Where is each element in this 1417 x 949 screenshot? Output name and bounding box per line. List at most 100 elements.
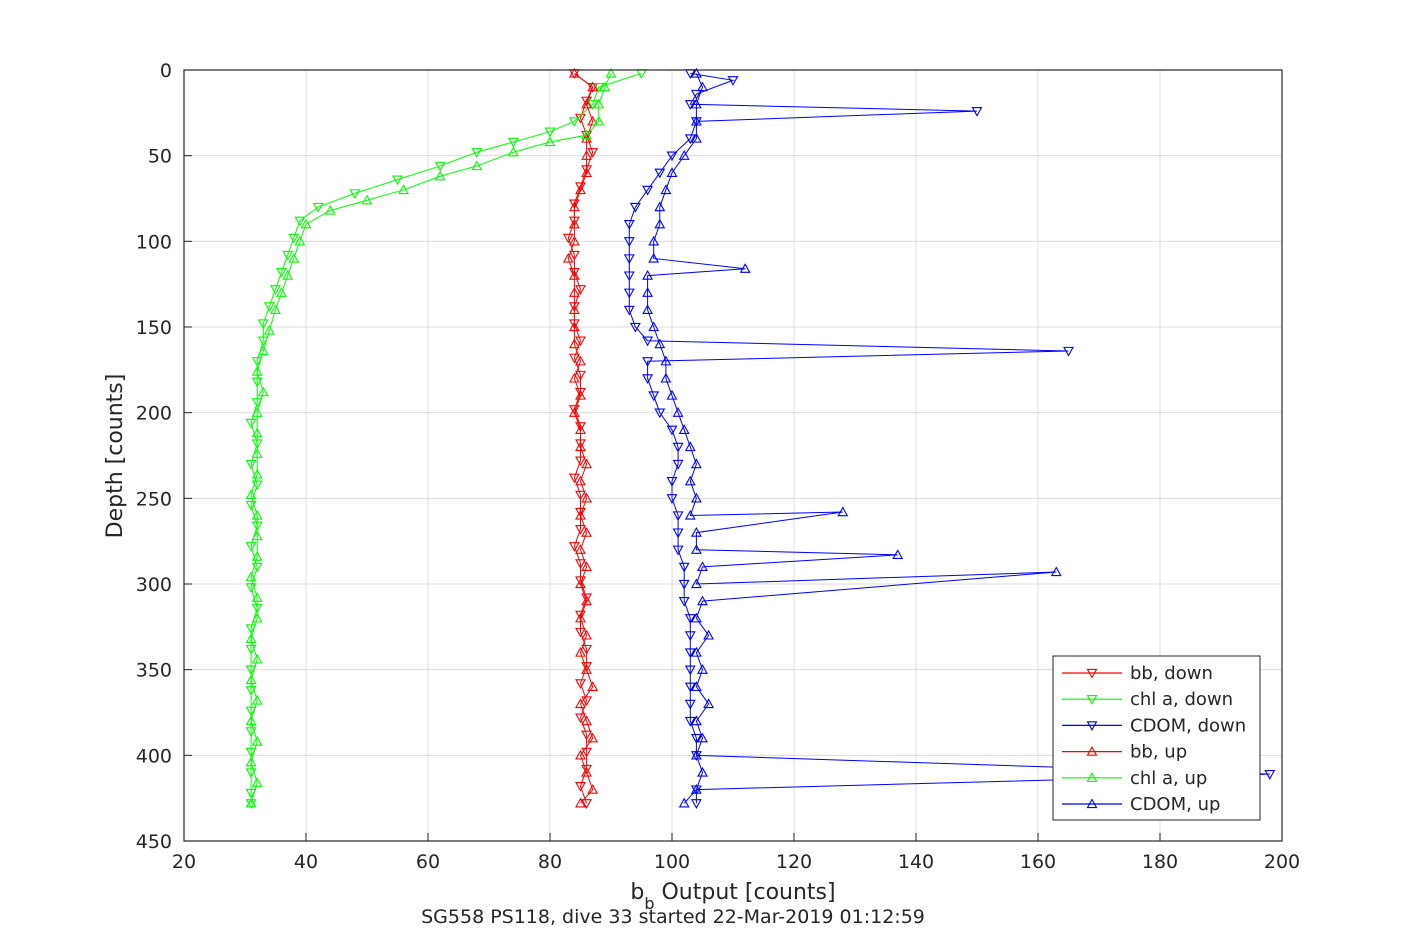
data-point-bb-down [581, 662, 593, 672]
data-point-cdom-down [1063, 346, 1074, 357]
x-axis-title-main: b [630, 880, 644, 905]
data-point-bb-up [581, 664, 593, 674]
data-point-bb-down [575, 507, 586, 518]
data-point-bb-up [575, 544, 586, 554]
data-point-cdom-down [623, 254, 635, 265]
data-point-cdom-up [697, 664, 708, 674]
data-point-cdom-down [666, 494, 678, 504]
data-point-bb-up [581, 492, 593, 503]
plot-frame [183, 69, 1283, 842]
data-point-chl-a-down [251, 480, 263, 491]
data-point-chl-a-up [251, 365, 263, 376]
data-point-bb-up [568, 407, 580, 417]
data-point-chl-a-down [251, 398, 263, 409]
data-point-cdom-up [642, 269, 654, 280]
data-point-chl-a-up [251, 550, 263, 561]
data-point-chl-a-up [245, 674, 257, 685]
legend: bb, down chl a, down CDOM, down bb, up chl a… [1052, 655, 1261, 821]
data-point-chl-a-up [507, 146, 519, 157]
legend-marker [1086, 798, 1098, 809]
data-point-chl-a-up [593, 98, 605, 109]
data-point-bb-up [568, 338, 580, 349]
y-tick-label: 100 [136, 231, 172, 253]
data-point-cdom-down [684, 648, 696, 659]
data-point-bb-up [568, 304, 580, 315]
data-point-cdom-up [660, 372, 672, 383]
data-point-cdom-down [629, 322, 641, 333]
data-point-chl-a-down [263, 302, 275, 313]
data-point-cdom-up [684, 475, 696, 486]
data-point-chl-a-down [245, 644, 257, 655]
data-point-chl-a-down [276, 268, 288, 278]
data-point-bb-up [575, 509, 586, 520]
y-tick-label: 400 [136, 745, 172, 767]
data-point-bb-down [581, 644, 593, 655]
data-point-chl-a-down [245, 624, 257, 635]
data-point-chl-a-up [251, 735, 263, 746]
data-point-cdom-up [654, 201, 666, 212]
legend-label: chl a, down [1130, 689, 1233, 710]
data-point-chl-a-up [245, 715, 257, 726]
x-tick-label: 160 [1020, 851, 1056, 873]
data-point-cdom-down [684, 682, 696, 693]
data-point-cdom-down [629, 202, 641, 213]
data-point-chl-a-down [245, 768, 257, 779]
data-point-cdom-down [642, 336, 654, 347]
data-point-bb-down [581, 799, 593, 809]
data-point-bb-up [575, 698, 586, 709]
data-point-bb-down [581, 747, 593, 758]
data-point-cdom-up [690, 715, 702, 726]
data-point-chl-a-down [257, 336, 269, 347]
data-point-chl-a-down [587, 100, 599, 110]
data-point-bb-up [581, 629, 593, 640]
data-point-bb-up [575, 578, 586, 589]
data-point-bb-down [575, 610, 586, 621]
data-point-chl-a-down [568, 117, 580, 128]
data-point-cdom-up [697, 595, 708, 606]
data-point-cdom-up [690, 492, 702, 503]
series-bb-up [562, 67, 599, 808]
data-point-cdom-up [690, 132, 702, 143]
data-point-cdom-down [672, 459, 684, 470]
data-point-bb-down [575, 285, 586, 295]
data-point-bb-up [581, 98, 593, 109]
data-point-bb-up [575, 424, 586, 434]
data-point-chl-a-down [245, 542, 257, 552]
data-point-chl-a-down [245, 727, 257, 737]
data-point-bb-down [575, 370, 586, 381]
x-tick-label: 180 [1142, 851, 1178, 873]
data-point-bb-up [568, 218, 580, 229]
data-point-chl-a-up [251, 407, 263, 417]
data-point-cdom-down [672, 545, 684, 556]
data-point-bb-down [575, 490, 586, 501]
data-point-bb-down [575, 182, 586, 193]
data-point-bb-up [581, 526, 593, 537]
data-point-chl-a-up [398, 184, 410, 195]
data-point-bb-down [575, 782, 586, 792]
data-point-cdom-down [623, 237, 635, 247]
data-point-bb-up [575, 355, 586, 366]
data-point-bb-down [575, 679, 586, 690]
y-tick-label: 50 [148, 146, 172, 168]
data-point-cdom-down [690, 89, 702, 100]
data-point-cdom-up [642, 304, 654, 315]
data-point-bb-up [575, 441, 586, 452]
data-point-cdom-up [690, 458, 702, 469]
data-point-cdom-down [648, 391, 660, 402]
data-point-bb-up [575, 475, 586, 486]
data-point-chl-a-up [251, 612, 263, 623]
data-point-cdom-down [727, 76, 739, 86]
data-point-chl-a-up [294, 235, 306, 246]
data-point-cdom-down [684, 614, 696, 624]
data-point-chl-a-up [251, 530, 263, 541]
data-point-cdom-down [642, 374, 654, 385]
data-point-chl-a-up [300, 218, 312, 229]
data-point-chl-a-up [276, 287, 288, 297]
data-point-cdom-up [690, 783, 702, 794]
data-point-cdom-down [684, 134, 696, 145]
data-point-chl-a-up [324, 204, 336, 215]
data-point-bb-up [575, 749, 586, 760]
data-point-bb-up [575, 389, 586, 400]
data-point-chl-a-down [294, 216, 306, 227]
data-point-cdom-down [684, 699, 696, 710]
